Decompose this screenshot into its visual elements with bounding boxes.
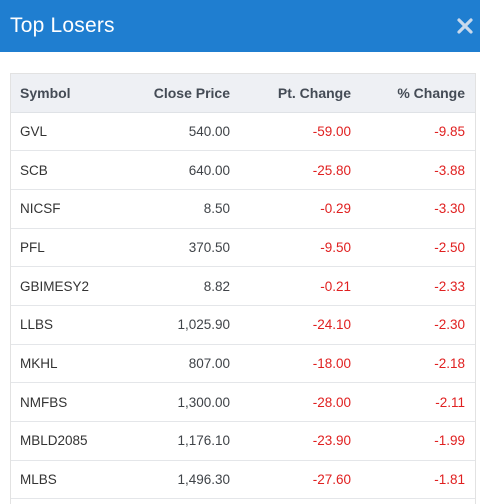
cell-pct-change: -2.18	[361, 344, 475, 384]
cell-pct-change: -2.30	[361, 305, 475, 345]
cell-pt-change: -24.10	[240, 305, 361, 345]
cell-pt-change: -9.50	[240, 228, 361, 268]
column-header-close-price[interactable]: Close Price	[133, 74, 240, 113]
column-header-pct-change[interactable]: % Change	[361, 74, 475, 113]
modal-header: Top Losers	[0, 0, 480, 52]
close-button[interactable]	[454, 15, 476, 37]
cell-pct-change: -3.30	[361, 189, 475, 229]
cell-pct-change: -1.81	[361, 460, 475, 500]
cell-symbol[interactable]: NICSF	[11, 189, 133, 229]
cell-symbol[interactable]: MLBS	[11, 460, 133, 500]
close-icon	[457, 18, 473, 34]
cell-symbol[interactable]: LLBS	[11, 305, 133, 345]
cell-pt-change: -0.29	[240, 189, 361, 229]
table-row[interactable]: MBLD2085 1,176.10 -23.90 -1.99	[11, 421, 475, 461]
table-row[interactable]: PFL 370.50 -9.50 -2.50	[11, 228, 475, 268]
cell-close-price: 540.00	[133, 112, 240, 152]
cell-pt-change: -0.21	[240, 266, 361, 306]
cell-symbol[interactable]: NMFBS	[11, 382, 133, 422]
table-row[interactable]: NMFBS 1,300.00 -28.00 -2.11	[11, 382, 475, 422]
cell-close-price: 807.00	[133, 344, 240, 384]
losers-table-container: Symbol Close Price Pt. Change % Change G…	[10, 73, 476, 504]
cell-close-price: 8.82	[133, 266, 240, 306]
cell-close-price: 1,025.90	[133, 305, 240, 345]
cell-pt-change: -28.00	[240, 382, 361, 422]
cell-close-price: 1,300.00	[133, 382, 240, 422]
cell-close-price: 370.50	[133, 228, 240, 268]
table-row[interactable]: GBIMESY2 8.82 -0.21 -2.33	[11, 266, 475, 306]
cell-pct-change: -1.99	[361, 421, 475, 461]
column-header-symbol[interactable]: Symbol	[11, 74, 133, 113]
cell-pct-change: -2.50	[361, 228, 475, 268]
table-row[interactable]: SCB 640.00 -25.80 -3.88	[11, 150, 475, 190]
cell-pt-change: -18.00	[240, 344, 361, 384]
cell-close-price: 1,176.10	[133, 421, 240, 461]
cell-symbol[interactable]: PFL	[11, 228, 133, 268]
cell-close-price: 8.50	[133, 189, 240, 229]
cell-pt-change: -23.90	[240, 421, 361, 461]
cell-pct-change: -3.88	[361, 150, 475, 190]
cell-close-price: 640.00	[133, 150, 240, 190]
cell-pct-change: -9.85	[361, 112, 475, 152]
modal-title: Top Losers	[10, 14, 115, 37]
cell-symbol[interactable]: MKHL	[11, 344, 133, 384]
cell-pt-change: -59.00	[240, 112, 361, 152]
table-row[interactable]: MKHL 807.00 -18.00 -2.18	[11, 344, 475, 384]
cell-pct-change: -2.11	[361, 382, 475, 422]
table-row[interactable]: NICSF 8.50 -0.29 -3.30	[11, 189, 475, 229]
losers-table: Symbol Close Price Pt. Change % Change G…	[11, 74, 475, 500]
cell-close-price: 1,496.30	[133, 460, 240, 500]
cell-symbol[interactable]: GVL	[11, 112, 133, 152]
cell-symbol[interactable]: SCB	[11, 150, 133, 190]
table-row[interactable]: MLBS 1,496.30 -27.60 -1.81	[11, 460, 475, 500]
cell-symbol[interactable]: MBLD2085	[11, 421, 133, 461]
cell-symbol[interactable]: GBIMESY2	[11, 266, 133, 306]
table-row[interactable]: GVL 540.00 -59.00 -9.85	[11, 112, 475, 152]
table-row[interactable]: LLBS 1,025.90 -24.10 -2.30	[11, 305, 475, 345]
table-header-row: Symbol Close Price Pt. Change % Change	[11, 74, 475, 113]
cell-pt-change: -27.60	[240, 460, 361, 500]
column-header-pt-change[interactable]: Pt. Change	[240, 74, 361, 113]
cell-pt-change: -25.80	[240, 150, 361, 190]
cell-pct-change: -2.33	[361, 266, 475, 306]
